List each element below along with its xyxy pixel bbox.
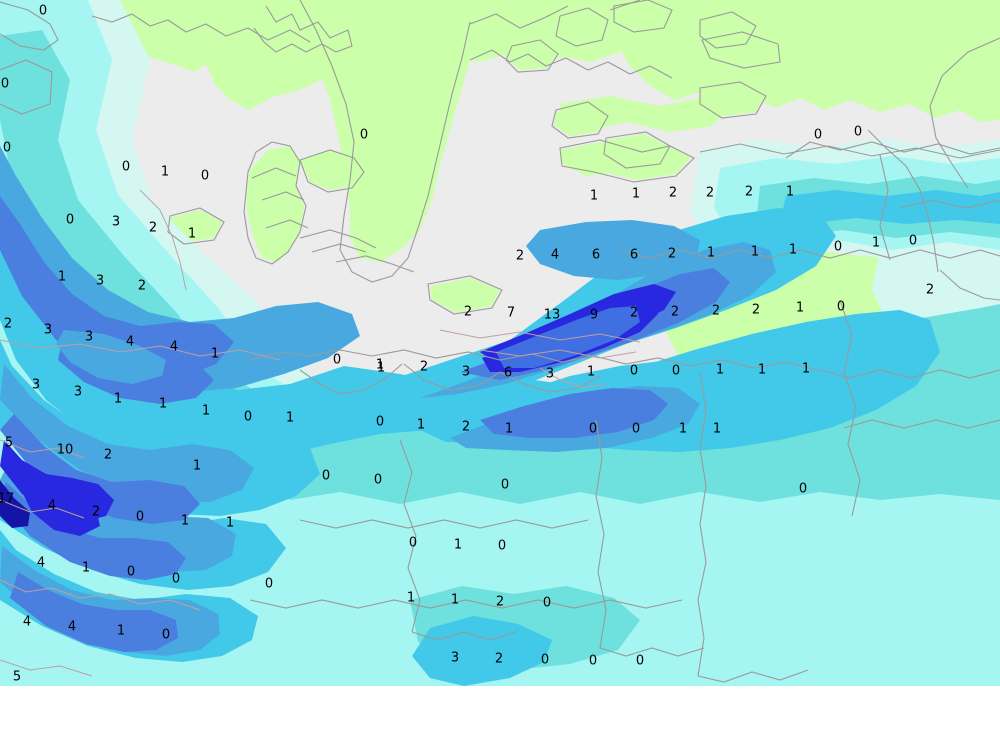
map-canvas[interactable] bbox=[0, 0, 1000, 686]
precip-core-13 bbox=[496, 306, 640, 368]
borders-layer bbox=[0, 0, 1000, 683]
precip-band-20 bbox=[0, 480, 30, 528]
rivers-layer bbox=[0, 189, 641, 677]
map-footer: Precipitation (12h) [mm] GFS Th 07-05-20… bbox=[0, 686, 1000, 733]
precipitation-map[interactable]: 0 0 0 0 1 0 0 0 3 2 1 1 3 2 2 3 3 4 4 1 3 3 1 1 1 0 1 5 10 2 1 17 4 2 0 1 1 4… bbox=[0, 0, 1000, 686]
precip-blob-left bbox=[56, 330, 166, 384]
